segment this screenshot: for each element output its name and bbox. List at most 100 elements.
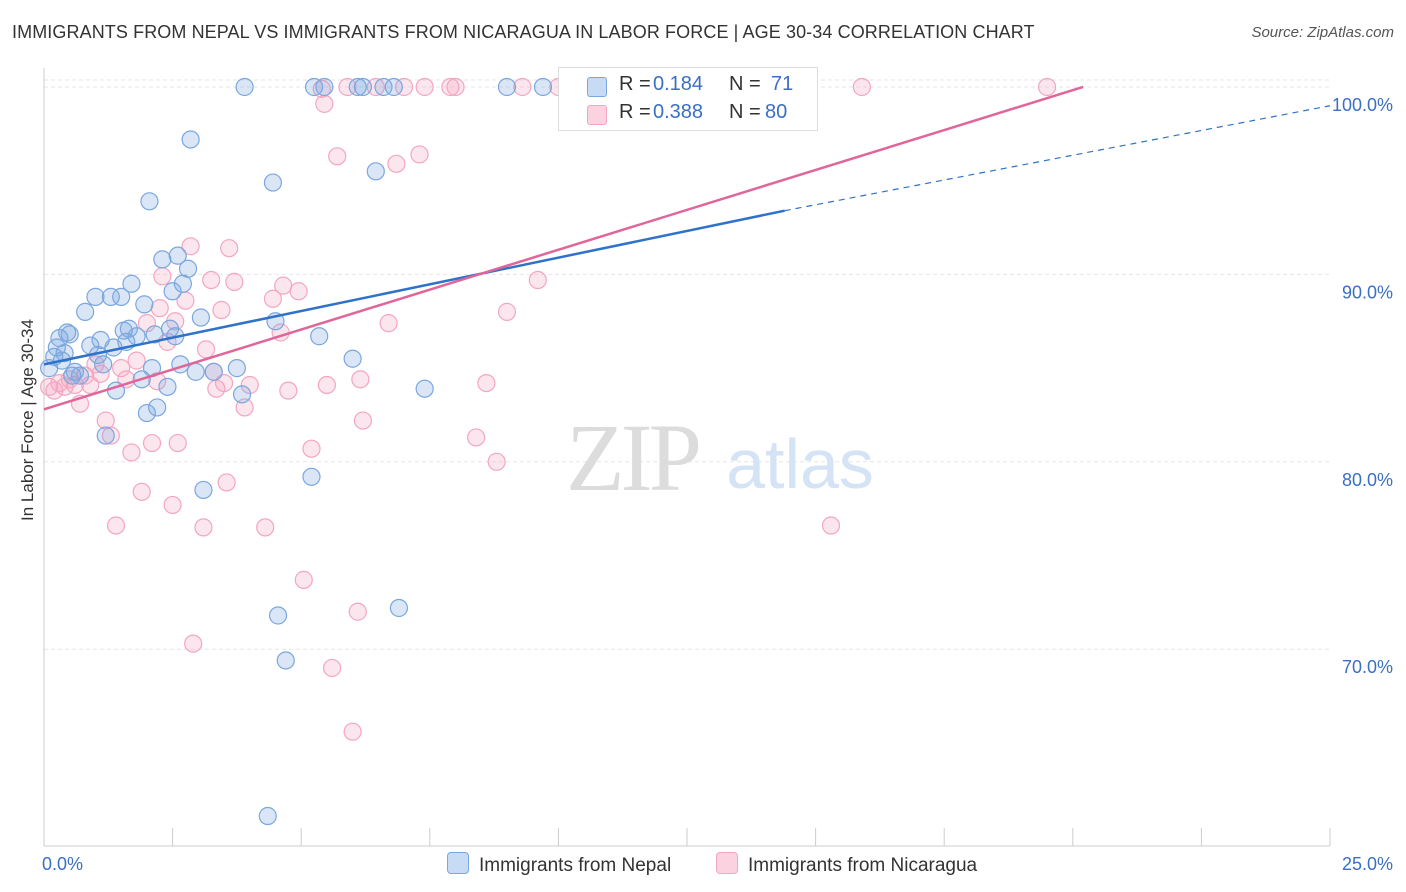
nicaragua-point <box>225 272 244 291</box>
nicaragua-legend-swatch <box>716 852 738 874</box>
nicaragua-point <box>366 77 385 97</box>
nepal-point <box>268 606 288 625</box>
nicaragua-point <box>821 516 841 535</box>
nepal-point <box>366 162 385 181</box>
nicaragua-point <box>212 300 231 320</box>
nepal-point <box>353 77 373 97</box>
legend-item-nicaragua: Immigrants from Nicaragua <box>716 852 977 877</box>
nepal-point <box>119 319 138 338</box>
legend-label-nicaragua: Immigrants from Nicaragua <box>748 855 978 876</box>
nicaragua-point <box>163 495 182 515</box>
nicaragua-point <box>328 147 347 166</box>
nepal-point <box>315 77 334 97</box>
nicaragua-point <box>528 270 547 290</box>
y-tick-label: 100.0% <box>1332 95 1393 115</box>
nicaragua-point <box>196 340 216 359</box>
y-tick-label: 70.0% <box>1342 657 1393 677</box>
x-tick-label-end: 25.0% <box>1342 854 1393 874</box>
nepal-point <box>148 398 167 417</box>
nepal-point <box>389 598 409 618</box>
nepal-point <box>153 250 172 269</box>
nepal-point <box>112 287 131 306</box>
nicaragua-point <box>487 452 506 471</box>
nicaragua-point <box>322 658 342 678</box>
nepal-point <box>137 403 156 423</box>
stats-legend: R = 0.184 N = 71 R = 0.388 N = 80 <box>558 67 818 131</box>
nepal-point <box>235 77 254 97</box>
trend-lines <box>43 85 1331 411</box>
nepal-point <box>194 480 213 500</box>
y-axis-label-box: In Labor Force | Age 30-34 <box>16 100 40 740</box>
nicaragua-point <box>477 373 496 393</box>
nicaragua-point <box>394 77 414 97</box>
nicaragua-point <box>168 433 187 453</box>
nicaragua-point <box>513 77 532 97</box>
r-value: 0.388 <box>653 101 704 123</box>
nepal-point <box>55 344 74 363</box>
nicaragua-point <box>181 237 200 256</box>
nicaragua-point <box>132 482 151 501</box>
nepal-point <box>60 325 79 344</box>
nicaragua-point <box>101 426 120 445</box>
nepal-point <box>227 359 246 378</box>
nicaragua-point <box>497 302 517 321</box>
nepal-point <box>122 274 141 293</box>
nepal-point <box>348 77 367 97</box>
chart-title: IMMIGRANTS FROM NEPAL VS IMMIGRANTS FROM… <box>12 22 1035 42</box>
nicaragua-point <box>217 473 236 492</box>
nicaragua-point <box>294 570 313 589</box>
nicaragua-point <box>127 351 146 370</box>
nicaragua-point <box>446 77 465 97</box>
r-label: R = <box>619 73 651 95</box>
nicaragua-point <box>343 722 362 741</box>
nepal-point <box>533 77 553 97</box>
nepal-trend-line <box>43 209 785 366</box>
nepal-legend-swatch <box>447 852 469 874</box>
nepal-point <box>135 295 154 314</box>
nicaragua-point <box>279 381 298 400</box>
nepal-point <box>276 651 295 670</box>
nicaragua-swatch <box>587 105 607 125</box>
nepal-point <box>158 377 177 396</box>
nicaragua-point <box>415 77 434 97</box>
nicaragua-point <box>387 154 406 173</box>
nicaragua-point <box>153 267 172 286</box>
y-tick-label: 90.0% <box>1342 282 1393 302</box>
n-value: 80 <box>765 101 788 123</box>
nepal-point <box>204 362 223 381</box>
nicaragua-point <box>315 94 334 113</box>
nicaragua-point <box>338 77 357 97</box>
r-value: 0.184 <box>653 73 704 95</box>
nicaragua-point <box>351 370 370 389</box>
nepal-point <box>58 323 77 342</box>
legend-item-nepal: Immigrants from Nepal <box>447 852 671 877</box>
x-tick-labels: 0.0% 25.0% <box>42 854 1393 874</box>
nicaragua-point <box>122 443 141 462</box>
axes <box>43 68 1331 847</box>
nepal-point <box>86 287 105 306</box>
nicaragua-point <box>76 366 95 385</box>
nicaragua-point <box>142 433 162 453</box>
nicaragua-point <box>184 634 203 653</box>
nepal-point <box>96 426 115 445</box>
nepal-point <box>310 327 329 346</box>
nepal-point <box>497 77 517 97</box>
nicaragua-point <box>410 145 429 164</box>
watermark-zip: ZIP <box>566 404 699 511</box>
nepal-point <box>163 282 182 301</box>
nicaragua-point <box>220 239 239 258</box>
source-label: Source: ZipAtlas.com <box>1251 24 1394 41</box>
nicaragua-point <box>379 314 398 333</box>
nicaragua-point <box>1037 77 1057 97</box>
nepal-swatch <box>587 77 607 97</box>
nicaragua-point <box>441 77 460 97</box>
nepal-point <box>140 192 159 211</box>
nicaragua-point <box>274 276 293 295</box>
nepal-point <box>258 806 277 826</box>
nicaragua-point <box>256 518 275 537</box>
nepal-point <box>263 173 283 192</box>
nicaragua-point <box>214 373 234 393</box>
nepal-point <box>94 355 113 374</box>
nepal-point <box>70 366 90 385</box>
